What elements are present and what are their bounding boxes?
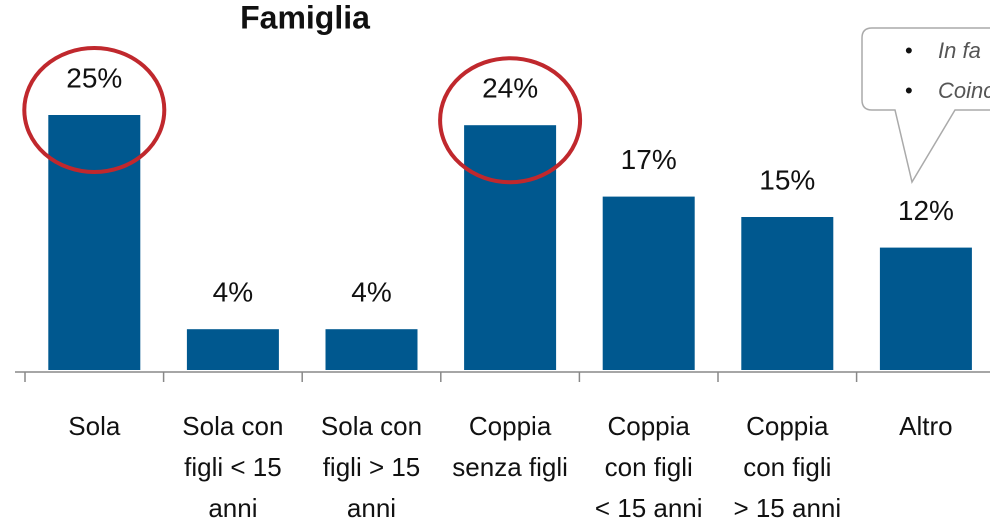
bar	[464, 125, 557, 370]
x-tick-label: Sola con figli > 15 anni	[321, 411, 422, 523]
chart-title: Famiglia	[240, 0, 370, 35]
value-label: 25%	[66, 62, 122, 93]
value-label: 24%	[482, 73, 538, 104]
value-label: 4%	[213, 277, 253, 308]
bar	[48, 115, 141, 370]
x-tick-label: Coppia con figli < 15 anni	[595, 411, 703, 523]
bar	[741, 217, 834, 370]
highlight-circle	[22, 46, 167, 174]
value-label: 15%	[759, 164, 815, 195]
bar	[325, 329, 418, 370]
annotation: In fa	[938, 38, 981, 63]
x-tick-label: Coppia senza figli	[452, 411, 568, 482]
x-tick-label: Coppia con figli > 15 anni	[733, 411, 841, 523]
bar	[879, 247, 972, 370]
value-label: 4%	[351, 277, 391, 308]
highlight-circle	[438, 56, 583, 185]
annotation: Coinc	[938, 78, 990, 103]
x-tick-label: Sola con figli < 15 anni	[182, 411, 283, 523]
bullet: •	[905, 78, 913, 103]
x-tick-label: Altro	[899, 411, 952, 441]
bar	[186, 329, 279, 370]
value-label: 17%	[621, 144, 677, 175]
x-tick-label: Sola	[68, 411, 121, 441]
bar	[602, 196, 695, 370]
callout	[861, 27, 990, 184]
bullet: •	[905, 38, 913, 63]
value-label: 12%	[898, 195, 954, 226]
